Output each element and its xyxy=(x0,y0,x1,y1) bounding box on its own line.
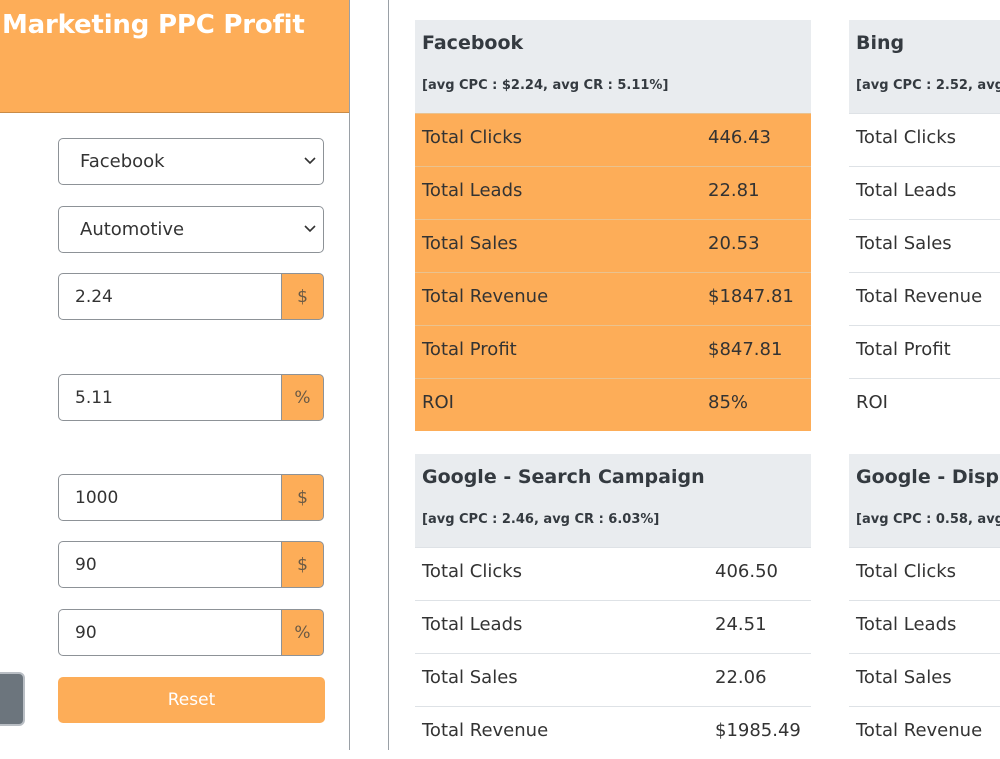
row-value: 446.43 xyxy=(708,127,771,148)
chevron-down-icon xyxy=(304,157,316,165)
cpc-input-value: 2.24 xyxy=(75,287,113,307)
divider xyxy=(388,0,389,750)
table-header: Google - Search Campaign [avg CPC : 2.46… xyxy=(415,454,811,547)
dollar-addon: $ xyxy=(281,273,324,320)
sale-value-value: 90 xyxy=(75,555,97,575)
table-header: Bing [avg CPC : 2.52, avg C xyxy=(849,20,1000,113)
row-value: 22.06 xyxy=(715,667,767,688)
sale-value-input-group: 90 $ xyxy=(58,541,324,588)
reset-button[interactable]: Reset xyxy=(58,677,325,723)
row-label: Total Leads xyxy=(422,180,523,201)
row-label: Total Clicks xyxy=(422,561,523,582)
table-title: Google - Search Campaign xyxy=(422,466,705,488)
row-value: 24.51 xyxy=(715,614,767,635)
table-row: Total Clicks 406.50 xyxy=(415,547,811,600)
right-column-clip: Bing [avg CPC : 2.52, avg C Total Clicks… xyxy=(849,0,1000,750)
conversion-rate-input[interactable]: 5.11 xyxy=(58,374,281,421)
dollar-addon: $ xyxy=(281,541,324,588)
table-title: Bing xyxy=(856,32,905,54)
row-label: ROI xyxy=(856,392,888,413)
table-row: Total Sales 22.06 xyxy=(415,653,811,706)
cr-input-group: 5.11 % xyxy=(58,374,324,421)
table-row: Total Revenue $1847.81 xyxy=(415,272,811,325)
row-label: Total Revenue xyxy=(856,286,983,307)
table-row: Total Leads xyxy=(849,166,1000,219)
row-value: 85% xyxy=(708,392,749,413)
budget-input[interactable]: 1000 xyxy=(58,474,281,521)
conversion-rate-value: 5.11 xyxy=(75,388,113,408)
table-row: Total Clicks xyxy=(849,547,1000,600)
cpc-input[interactable]: 2.24 xyxy=(58,273,281,320)
row-label: Total Profit xyxy=(856,339,951,360)
row-label: Total Profit xyxy=(422,339,517,360)
percent-addon: % xyxy=(281,374,324,421)
table-row: Total Sales xyxy=(849,219,1000,272)
industry-select-value: Automotive xyxy=(80,219,185,240)
table-subtitle: [avg CPC : 2.52, avg C xyxy=(856,78,1000,93)
table-row: Total Revenue $1985.49 xyxy=(415,706,811,759)
table-subtitle: [avg CPC : $2.24, avg CR : 5.11%] xyxy=(422,78,669,93)
bing-results-table: Bing [avg CPC : 2.52, avg C Total Clicks… xyxy=(849,20,1000,431)
cpc-input-group: 2.24 $ xyxy=(58,273,324,320)
close-rate-input-group: 90 % xyxy=(58,609,324,656)
table-row: Total Profit xyxy=(849,325,1000,378)
google-display-results-table: Google - Displa [avg CPC : 0.58, avg C T… xyxy=(849,454,1000,750)
table-row: Total Clicks xyxy=(849,113,1000,166)
row-label: Total Sales xyxy=(856,667,952,688)
row-label: Total Sales xyxy=(856,233,952,254)
row-label: Total Leads xyxy=(856,180,957,201)
close-rate-input[interactable]: 90 xyxy=(58,609,281,656)
row-label: Total Revenue xyxy=(422,286,549,307)
row-label: Total Clicks xyxy=(422,127,523,148)
chevron-down-icon xyxy=(304,225,316,233)
table-row: Total Revenue xyxy=(849,272,1000,325)
table-row: ROI xyxy=(849,378,1000,431)
row-value: 20.53 xyxy=(708,233,760,254)
dollar-addon: $ xyxy=(281,474,324,521)
industry-select[interactable]: Automotive xyxy=(58,206,324,253)
table-subtitle: [avg CPC : 0.58, avg C xyxy=(856,512,1000,527)
budget-input-group: 1000 $ xyxy=(58,474,324,521)
table-row: Total Clicks 446.43 xyxy=(415,113,811,166)
row-label: Total Revenue xyxy=(856,720,983,741)
table-row: Total Sales 20.53 xyxy=(415,219,811,272)
row-label: ROI xyxy=(422,392,454,413)
row-value: $847.81 xyxy=(708,339,783,360)
table-row: ROI 85% xyxy=(415,378,811,431)
table-subtitle: [avg CPC : 2.46, avg CR : 6.03%] xyxy=(422,512,660,527)
row-value: $1847.81 xyxy=(708,286,794,307)
row-label: Total Sales xyxy=(422,667,518,688)
table-row: Total Revenue xyxy=(849,706,1000,750)
row-label: Total Sales xyxy=(422,233,518,254)
table-header: Facebook [avg CPC : $2.24, avg CR : 5.11… xyxy=(415,20,811,113)
row-value: $1985.49 xyxy=(715,720,801,741)
page-title: Marketing PPC Profit xyxy=(2,10,305,40)
row-value: 406.50 xyxy=(715,561,778,582)
facebook-results-table: Facebook [avg CPC : $2.24, avg CR : 5.11… xyxy=(415,20,811,431)
platform-select-value: Facebook xyxy=(80,151,165,172)
platform-select[interactable]: Facebook xyxy=(58,138,324,185)
table-header: Google - Displa [avg CPC : 0.58, avg C xyxy=(849,454,1000,547)
row-label: Total Clicks xyxy=(856,561,957,582)
table-row: Total Leads 24.51 xyxy=(415,600,811,653)
sale-value-input[interactable]: 90 xyxy=(58,541,281,588)
sidebar-header: Marketing PPC Profit xyxy=(0,0,349,113)
row-label: Total Clicks xyxy=(856,127,957,148)
percent-addon: % xyxy=(281,609,324,656)
calculate-button[interactable] xyxy=(0,672,25,726)
close-rate-value: 90 xyxy=(75,623,97,643)
google-search-results-table: Google - Search Campaign [avg CPC : 2.46… xyxy=(415,454,811,759)
budget-input-value: 1000 xyxy=(75,488,119,508)
table-row: Total Leads 22.81 xyxy=(415,166,811,219)
table-row: Total Sales xyxy=(849,653,1000,706)
row-label: Total Leads xyxy=(422,614,523,635)
row-label: Total Revenue xyxy=(422,720,549,741)
row-label: Total Leads xyxy=(856,614,957,635)
calculator-sidebar: Marketing PPC Profit Facebook Automotive… xyxy=(0,0,350,750)
table-row: Total Profit $847.81 xyxy=(415,325,811,378)
table-title: Facebook xyxy=(422,32,524,54)
row-value: 22.81 xyxy=(708,180,760,201)
table-row: Total Leads xyxy=(849,600,1000,653)
table-title: Google - Displa xyxy=(856,466,1000,488)
